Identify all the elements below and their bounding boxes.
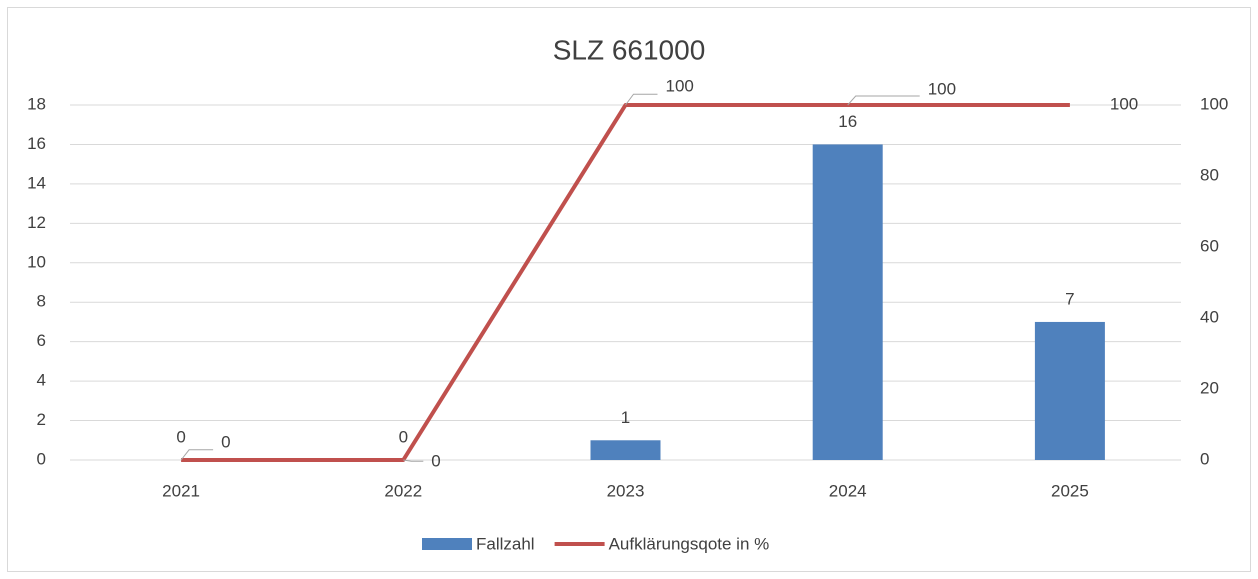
- x-tick-label: 2022: [384, 481, 422, 500]
- legend-label: Aufklärungsqote in %: [609, 534, 770, 553]
- y-tick-label: 12: [27, 213, 46, 232]
- y2-tick-label: 100: [1200, 94, 1228, 113]
- line-value-label: 0: [221, 432, 230, 451]
- y-tick-label: 8: [37, 292, 46, 311]
- line-value-label: 100: [928, 79, 956, 98]
- leader-line: [625, 93, 658, 106]
- line-value-label: 0: [431, 451, 440, 470]
- leader-line: [847, 95, 920, 106]
- x-tick-label: 2021: [162, 481, 200, 500]
- y-tick-label: 16: [27, 134, 46, 153]
- y-tick-label: 2: [37, 410, 46, 429]
- y-tick-label: 6: [37, 331, 46, 350]
- y2-tick-label: 60: [1200, 236, 1219, 255]
- legend-swatch: [422, 538, 472, 550]
- bar-value-label: 1: [621, 408, 630, 427]
- y2-tick-label: 20: [1200, 378, 1219, 397]
- bar: [590, 440, 661, 460]
- y2-tick-label: 80: [1200, 165, 1219, 184]
- x-tick-label: 2025: [1051, 481, 1089, 500]
- y-tick-label: 18: [27, 94, 46, 113]
- leader-line: [180, 449, 214, 461]
- bar: [812, 144, 883, 460]
- bar: [1034, 321, 1105, 460]
- line-value-label: 100: [666, 76, 694, 95]
- y-tick-label: 0: [37, 449, 46, 468]
- y-tick-label: 10: [27, 252, 46, 271]
- bar-value-label: 7: [1065, 289, 1074, 308]
- bar-value-label: 16: [838, 112, 857, 131]
- line-value-label: 100: [1110, 94, 1138, 113]
- leader-line: [403, 459, 424, 462]
- y2-tick-label: 0: [1200, 449, 1209, 468]
- bar-value-label: 0: [176, 427, 185, 446]
- y2-tick-label: 40: [1200, 307, 1219, 326]
- x-tick-label: 2023: [607, 481, 645, 500]
- y-tick-label: 14: [27, 173, 46, 192]
- bar-value-label: 0: [399, 427, 408, 446]
- x-tick-label: 2024: [829, 481, 867, 500]
- chart-frame: [7, 7, 1251, 572]
- chart-title: SLZ 661000: [553, 34, 706, 65]
- legend-label: Fallzahl: [476, 534, 535, 553]
- y-tick-label: 4: [37, 371, 46, 390]
